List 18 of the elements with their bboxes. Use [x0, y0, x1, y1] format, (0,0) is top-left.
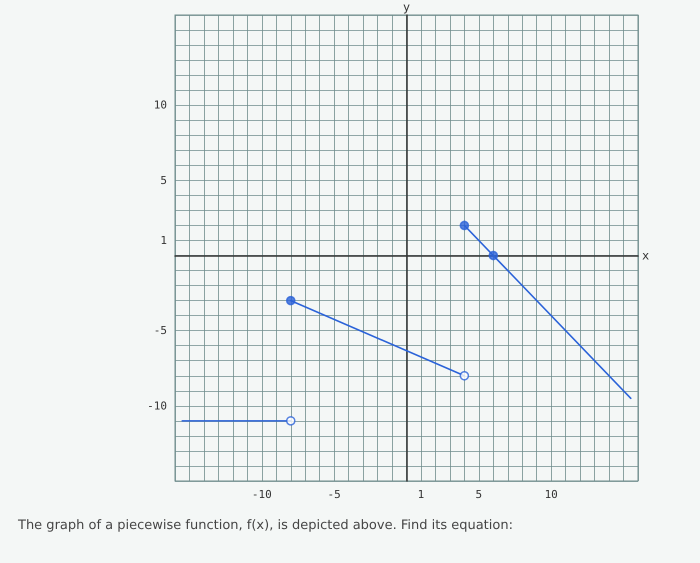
point — [286, 416, 296, 426]
point — [286, 296, 296, 306]
x-axis-title: x — [642, 248, 650, 263]
x-tick-label: 10 — [544, 488, 558, 501]
y-tick-label: 1 — [160, 234, 167, 247]
y-tick-label: -5 — [154, 324, 167, 338]
y-axis-title: y — [402, 0, 410, 14]
y-tick-label: 10 — [154, 98, 167, 112]
point — [460, 220, 470, 230]
x-tick-label: -10 — [252, 488, 272, 501]
x-tick-label: 1 — [418, 488, 424, 501]
x-tick-label: -5 — [328, 488, 341, 501]
point — [488, 250, 498, 260]
y-tick-label: 5 — [160, 174, 167, 187]
text: The graph of a piecewise function, f(x), is depicted above. Find its equation: — [18, 518, 513, 533]
point — [460, 371, 470, 381]
y-tick-label: -10 — [147, 399, 167, 412]
x-tick-label: 5 — [476, 488, 482, 501]
